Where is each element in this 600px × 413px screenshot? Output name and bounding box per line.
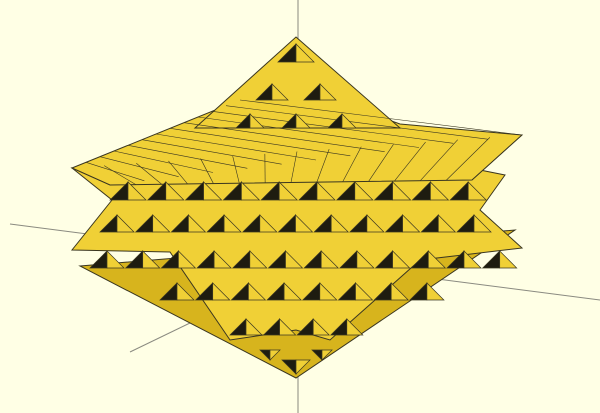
pyramid-lit-face <box>392 250 411 269</box>
pyramid-lit-face <box>278 181 299 201</box>
slab-grid-line <box>420 139 458 181</box>
slab-grid-line <box>127 145 248 169</box>
slab-grid-line <box>169 128 351 157</box>
pyramid-lit-face <box>178 250 197 269</box>
pyramid-lit-face <box>241 181 261 201</box>
pyramid-lit-face <box>295 43 315 63</box>
pyramid-lit-face <box>116 214 135 233</box>
pyramid-lit-face <box>319 83 337 101</box>
pyramid-lit-face <box>106 250 125 269</box>
slab-grid-line <box>232 156 240 184</box>
slab-grid-line <box>103 165 137 185</box>
dark-facets <box>89 43 501 375</box>
slab-grid-line <box>394 141 426 182</box>
pyramid-lit-face <box>316 181 336 201</box>
pyramid-lit-face <box>127 181 147 201</box>
pyramid-lit-face <box>341 113 357 129</box>
slab-grid-line <box>141 139 282 165</box>
pyramid-lit-face <box>355 282 374 301</box>
pyramid-lit-face <box>427 250 447 269</box>
slab-grid-line <box>368 144 394 182</box>
pyramid-lit-face <box>312 318 331 336</box>
pyramid-lit-face <box>366 214 385 233</box>
pyramid-lit-face <box>249 113 265 129</box>
pyramid-lit-face <box>467 181 488 201</box>
slab-grid-line <box>200 158 214 184</box>
pyramid-lit-face <box>354 181 374 201</box>
slab-grid-line <box>71 167 111 186</box>
pyramid-lit-face <box>392 181 412 201</box>
pyramid-lit-face <box>269 349 281 361</box>
pyramid-lit-face <box>271 83 289 101</box>
pyramid-lit-face <box>390 282 410 301</box>
pyramid-lit-face <box>295 214 314 233</box>
pyramid-lit-face <box>330 214 350 233</box>
pyramid-lit-face <box>402 214 421 233</box>
slab-grid-line <box>85 162 145 182</box>
pyramid-lit-face <box>279 318 297 336</box>
pyramid-lit-face <box>356 250 375 269</box>
pyramid-lit-face <box>152 214 171 233</box>
pyramid-lit-face <box>165 181 185 201</box>
slab-grid-line <box>316 149 330 183</box>
pyramid-lit-face <box>203 181 223 201</box>
slab-grid-line <box>136 163 162 185</box>
slab-grid-line <box>342 146 362 182</box>
slab-grid-line <box>197 116 420 148</box>
slab-grid-line <box>239 99 523 136</box>
pyramid-lit-face <box>259 214 278 233</box>
slab-grid-line <box>290 151 298 183</box>
pyramid-lit-face <box>285 250 304 269</box>
light-facets <box>106 43 518 375</box>
pyramid-lit-face <box>426 282 445 301</box>
pyramid-lit-face <box>245 318 263 336</box>
fractal-pyramid-model[interactable] <box>70 36 524 379</box>
pyramid-lit-face <box>212 282 231 301</box>
slab-grid-line <box>99 156 179 177</box>
pyramid-lit-face <box>319 282 338 301</box>
slab-grid-line <box>168 160 188 185</box>
pyramid-lit-face <box>249 250 268 269</box>
pyramid-lit-face <box>142 250 161 269</box>
slab-grid-line <box>225 105 488 140</box>
pyramid-lit-face <box>213 250 232 269</box>
pyramid-lit-face <box>295 113 311 129</box>
slab-grid-line <box>471 134 523 181</box>
slab-grid-line <box>445 137 491 181</box>
pyramid-lit-face <box>499 250 518 269</box>
pyramid-lit-face <box>320 250 340 269</box>
pyramid-lit-face <box>463 250 482 269</box>
pyramid-lit-face <box>176 282 195 301</box>
pyramid-lit-face <box>248 282 267 301</box>
pyramid-lit-face <box>321 349 333 361</box>
pyramid-lit-face <box>188 214 207 233</box>
pyramid-lit-face <box>223 214 242 233</box>
slab-grid-line <box>183 122 385 152</box>
pyramid-lit-face <box>283 282 302 301</box>
slab-grid-line <box>155 133 317 161</box>
pyramid-lit-face <box>437 214 457 233</box>
pyramid-lit-face <box>346 318 364 336</box>
pyramid-lit-face <box>473 214 492 233</box>
pyramid-lit-face <box>430 181 450 201</box>
pyramid-lit-face <box>295 359 311 375</box>
slab-grid-line <box>113 150 214 173</box>
